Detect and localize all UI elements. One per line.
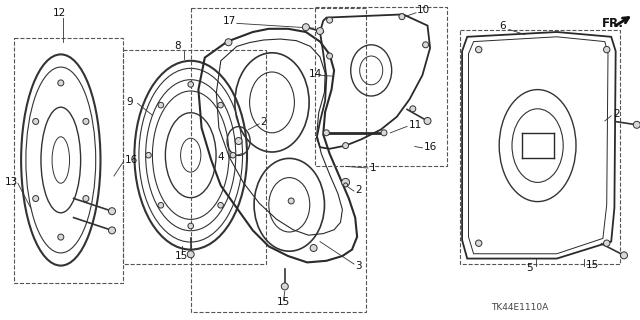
Circle shape xyxy=(58,234,64,240)
Text: 14: 14 xyxy=(309,69,323,79)
Bar xyxy=(191,8,366,312)
Circle shape xyxy=(634,121,640,128)
Circle shape xyxy=(422,42,429,48)
Circle shape xyxy=(218,203,223,208)
Text: 11: 11 xyxy=(408,120,422,130)
Circle shape xyxy=(146,152,151,158)
Circle shape xyxy=(188,82,193,87)
Circle shape xyxy=(621,252,627,259)
Circle shape xyxy=(83,196,89,202)
Circle shape xyxy=(230,152,236,158)
Text: 8: 8 xyxy=(174,41,180,52)
Circle shape xyxy=(424,117,431,124)
Circle shape xyxy=(109,208,115,215)
Circle shape xyxy=(109,227,115,234)
Circle shape xyxy=(158,102,164,108)
Bar xyxy=(460,30,620,264)
Text: FR.: FR. xyxy=(602,17,623,29)
Circle shape xyxy=(342,143,349,148)
Circle shape xyxy=(58,80,64,86)
Text: 1: 1 xyxy=(370,163,376,173)
Circle shape xyxy=(225,39,232,46)
Circle shape xyxy=(476,240,482,246)
Text: 4: 4 xyxy=(218,152,224,162)
Circle shape xyxy=(288,198,294,204)
Circle shape xyxy=(235,138,242,145)
Bar xyxy=(14,38,123,283)
Text: 6: 6 xyxy=(499,21,506,31)
Text: 16: 16 xyxy=(125,155,138,165)
Circle shape xyxy=(476,46,482,53)
Circle shape xyxy=(344,183,348,187)
Circle shape xyxy=(317,28,323,35)
Circle shape xyxy=(342,179,349,186)
Circle shape xyxy=(83,118,89,124)
Circle shape xyxy=(604,240,610,246)
Text: 17: 17 xyxy=(223,16,236,27)
Circle shape xyxy=(33,118,38,124)
Text: 9: 9 xyxy=(126,97,132,107)
Text: 2: 2 xyxy=(260,116,267,127)
Bar xyxy=(123,50,266,264)
Text: 2: 2 xyxy=(613,108,620,119)
Text: 10: 10 xyxy=(417,4,431,15)
Circle shape xyxy=(282,283,288,290)
Circle shape xyxy=(604,46,610,53)
Text: 15: 15 xyxy=(175,251,188,261)
Text: 13: 13 xyxy=(5,177,19,188)
Circle shape xyxy=(303,24,309,31)
Text: 2: 2 xyxy=(355,185,362,196)
Circle shape xyxy=(326,53,333,59)
Bar xyxy=(315,7,447,166)
Text: 5: 5 xyxy=(526,263,532,273)
Circle shape xyxy=(326,17,333,23)
Text: 3: 3 xyxy=(355,260,362,271)
Circle shape xyxy=(158,203,164,208)
Circle shape xyxy=(188,223,193,229)
Circle shape xyxy=(33,196,38,202)
Circle shape xyxy=(399,14,405,20)
Circle shape xyxy=(410,106,416,112)
Circle shape xyxy=(310,244,317,252)
Text: 15: 15 xyxy=(276,297,290,308)
Text: 15: 15 xyxy=(586,260,599,270)
Circle shape xyxy=(323,130,330,136)
Text: 12: 12 xyxy=(52,8,66,18)
Text: TK44E1110A: TK44E1110A xyxy=(492,303,548,312)
Circle shape xyxy=(381,130,387,136)
Circle shape xyxy=(188,251,194,258)
Circle shape xyxy=(218,102,223,108)
Text: 16: 16 xyxy=(424,141,437,152)
